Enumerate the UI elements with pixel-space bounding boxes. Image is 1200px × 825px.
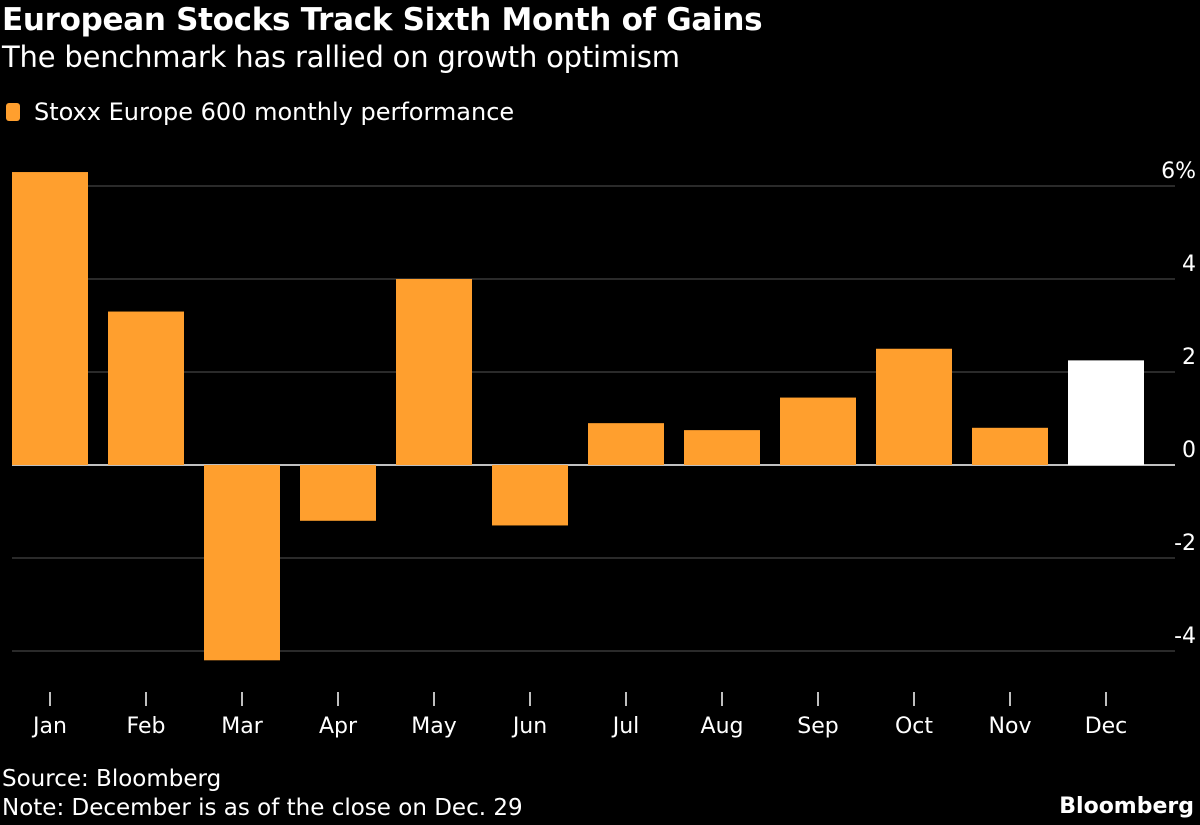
bar-may bbox=[396, 279, 472, 465]
bar-apr bbox=[300, 465, 376, 521]
x-tick-label: Nov bbox=[989, 714, 1032, 739]
bar-mar bbox=[204, 465, 280, 661]
bar-jul bbox=[588, 423, 664, 465]
x-tick-label: Jun bbox=[511, 714, 547, 739]
bar-oct bbox=[876, 348, 952, 465]
legend: Stoxx Europe 600 monthly performance bbox=[6, 98, 514, 126]
chart-plot: 6% 4 2 0 -2 -4 Jan Feb Mar Apr May Jun Jul Aug Sep Oct N… bbox=[12, 159, 1196, 739]
x-tick-label: Jul bbox=[611, 714, 640, 739]
bar-dec bbox=[1068, 360, 1144, 465]
bloomberg-logo: Bloomberg bbox=[1059, 794, 1194, 819]
y-tick-label: 2 bbox=[1182, 345, 1196, 370]
x-tick-label: Aug bbox=[701, 714, 744, 739]
chart-subtitle: The benchmark has rallied on growth opti… bbox=[2, 40, 680, 74]
legend-label: Stoxx Europe 600 monthly performance bbox=[34, 98, 515, 126]
x-tick-label: Sep bbox=[797, 714, 838, 739]
bar-aug bbox=[684, 430, 760, 465]
x-tick-label: Apr bbox=[319, 714, 358, 739]
x-tick-label: Feb bbox=[127, 714, 166, 739]
x-tick-label: May bbox=[411, 714, 456, 739]
y-tick-label: -4 bbox=[1174, 624, 1196, 649]
bar-nov bbox=[972, 427, 1048, 465]
footnote: Note: December is as of the close on Dec… bbox=[2, 795, 523, 821]
bar-jun bbox=[492, 465, 568, 526]
x-tick-label: Mar bbox=[221, 714, 263, 739]
bar-feb bbox=[108, 311, 184, 465]
chart-title: European Stocks Track Sixth Month of Gai… bbox=[2, 2, 763, 38]
y-tick-label: -2 bbox=[1174, 531, 1196, 556]
y-tick-label: 6% bbox=[1161, 159, 1196, 184]
x-tick-label: Oct bbox=[895, 714, 933, 739]
source-note: Source: Bloomberg bbox=[2, 766, 222, 792]
bar-sep bbox=[780, 397, 856, 465]
legend-swatch bbox=[6, 103, 20, 121]
bar-jan bbox=[12, 172, 88, 466]
x-tick-label: Dec bbox=[1085, 714, 1128, 739]
y-tick-label: 4 bbox=[1182, 252, 1196, 277]
y-tick-label: 0 bbox=[1182, 438, 1196, 463]
x-tick-label: Jan bbox=[31, 714, 67, 739]
